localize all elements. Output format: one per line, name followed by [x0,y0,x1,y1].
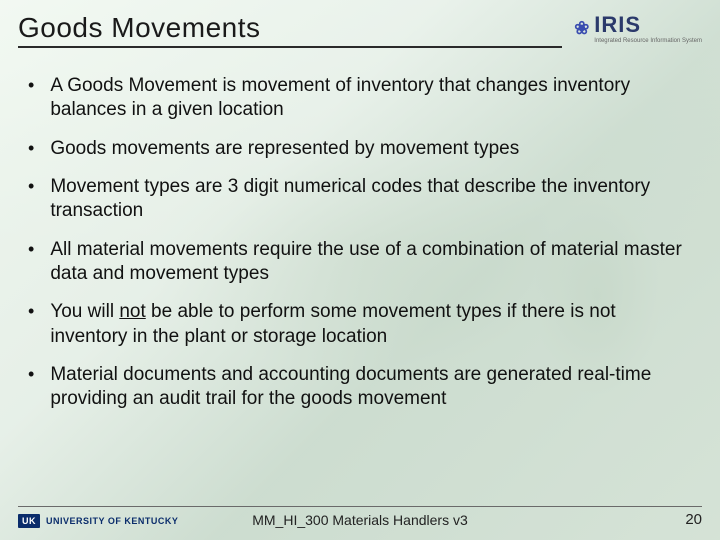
bullet-icon: • [28,365,34,383]
list-item: • A Goods Movement is movement of invent… [28,74,682,123]
bullet-text: Goods movements are represented by movem… [50,137,519,161]
page-number: 20 [685,511,702,528]
header: Goods Movements ❀ IRIS Integrated Resour… [18,12,702,48]
bullet-list: • A Goods Movement is movement of invent… [28,74,682,411]
bullet-text: Movement types are 3 digit numerical cod… [50,175,682,224]
bullet-icon: • [28,240,34,258]
bullet-text: A Goods Movement is movement of inventor… [50,74,682,123]
iris-logo-subtitle: Integrated Resource Information System [594,38,702,44]
slide-title: Goods Movements [18,12,562,48]
list-item: • You will not be able to perform some m… [28,300,682,349]
bullet-text: Material documents and accounting docume… [50,363,682,412]
footer-org: UK UNIVERSITY OF KENTUCKY [18,514,178,528]
slide: Goods Movements ❀ IRIS Integrated Resour… [0,0,720,540]
bullet-pre: You will [50,301,119,322]
iris-flower-icon: ❀ [574,18,590,39]
list-item: • Movement types are 3 digit numerical c… [28,175,682,224]
bullet-icon: • [28,139,34,157]
bullet-text: You will not be able to perform some mov… [50,300,682,349]
footer-org-name: UNIVERSITY OF KENTUCKY [46,516,178,526]
bullet-icon: • [28,76,34,94]
bullet-underline: not [119,301,145,322]
list-item: • Material documents and accounting docu… [28,363,682,412]
uk-badge-icon: UK [18,514,40,528]
list-item: • Goods movements are represented by mov… [28,137,682,161]
bullet-icon: • [28,302,34,320]
list-item: • All material movements require the use… [28,238,682,287]
bullet-text: All material movements require the use o… [50,238,682,287]
iris-logo-text: IRIS [594,12,641,38]
iris-logo: ❀ IRIS Integrated Resource Information S… [574,12,702,48]
footer: UK UNIVERSITY OF KENTUCKY MM_HI_300 Mate… [18,506,702,528]
bullet-icon: • [28,177,34,195]
